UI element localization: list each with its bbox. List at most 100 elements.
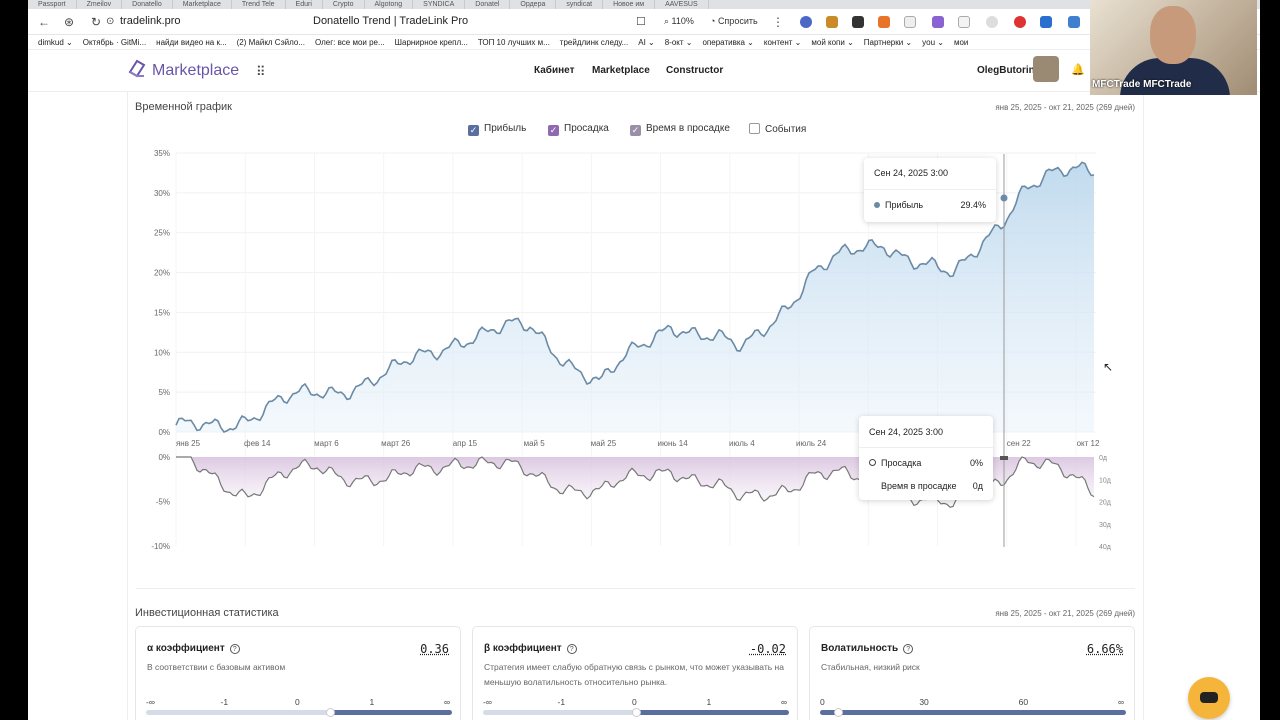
reload-icon[interactable]: ↻ xyxy=(91,15,102,29)
legend-drawdown-time[interactable]: ✓ Время в просадке xyxy=(630,123,730,136)
bookmark-item[interactable]: мои xyxy=(953,38,969,47)
profit-tooltip: Сен 24, 2025 3:00 Прибыль 29.4% xyxy=(864,158,996,222)
scale-label: -∞ xyxy=(146,697,155,707)
help-icon[interactable]: ? xyxy=(903,644,914,654)
help-icon[interactable]: ? xyxy=(229,644,240,654)
alpha-value[interactable]: 0.36 xyxy=(420,642,449,656)
crosshair-dot xyxy=(1000,194,1008,202)
nav-cabinet[interactable]: Кабинет xyxy=(534,65,575,76)
browser-tab[interactable]: Ордера xyxy=(510,0,557,9)
browser-tab[interactable]: Passport xyxy=(28,0,77,9)
x-tick-label: июль 4 xyxy=(729,439,755,448)
bookmark-item[interactable]: (2) Майкл Сэйло... xyxy=(236,38,305,47)
zoom-level[interactable]: ⌕ 110% xyxy=(664,16,694,26)
profit-checkbox[interactable]: ✓ xyxy=(468,125,479,136)
bell-icon[interactable]: 🔔 xyxy=(1071,64,1085,76)
bookmark-item[interactable]: трейдлинк следу... xyxy=(559,38,629,47)
bookmark-item[interactable]: Шарнирное крепл... xyxy=(394,38,468,47)
browser-tab[interactable]: Новое им xyxy=(603,0,656,9)
drawdown-time-checkbox[interactable]: ✓ xyxy=(630,125,641,136)
bookmark-item[interactable]: AI ⌄ xyxy=(638,38,655,47)
y-tick-label: 20% xyxy=(154,269,170,278)
extension-icon[interactable] xyxy=(1068,16,1080,28)
bookmarks-bar: dimkud ⌄ Октябрь · GitMi... найди видео на… xyxy=(28,35,1260,50)
stats-title: Инвестиционная статистика xyxy=(135,607,279,619)
nav-marketplace[interactable]: Marketplace xyxy=(592,65,650,76)
scale-label: -∞ xyxy=(483,697,492,707)
security-icon[interactable]: ⊙ xyxy=(106,16,115,27)
chat-button[interactable] xyxy=(1188,677,1230,719)
bookmark-star-icon[interactable]: ☐ xyxy=(636,16,646,28)
alpha-desc: В соответствии с базовым активом xyxy=(147,662,286,672)
legend-profit[interactable]: ✓ Прибыль xyxy=(468,123,526,136)
record-icon[interactable] xyxy=(1014,16,1026,28)
x-tick-label: апр 15 xyxy=(453,439,478,448)
scale-label: ∞ xyxy=(444,697,451,707)
bookmark-item[interactable]: dimkud ⌄ xyxy=(38,38,73,47)
profit-tooltip-row: Прибыль xyxy=(874,200,923,210)
bookmark-item[interactable]: Октябрь · GitMi... xyxy=(82,38,147,47)
extension-icon[interactable] xyxy=(826,16,838,28)
x-tick-label: май 5 xyxy=(524,439,546,448)
browser-tab[interactable]: Algotong xyxy=(365,0,414,9)
scale-label: ∞ xyxy=(781,697,788,707)
extension-icon[interactable] xyxy=(800,16,812,28)
browser-tab[interactable]: Eduri xyxy=(286,0,323,9)
drawdown-tick-label: -10% xyxy=(151,542,170,551)
scale-knob xyxy=(325,708,335,717)
bookmark-item[interactable]: контент ⌄ xyxy=(763,38,802,47)
metamask-icon[interactable] xyxy=(878,16,890,28)
browser-tab[interactable]: Donatello xyxy=(122,0,173,9)
bookmark-item[interactable]: мой копи ⌄ xyxy=(811,38,854,47)
drawdown-checkbox[interactable]: ✓ xyxy=(548,125,559,136)
browser-tab[interactable]: SYNDICA xyxy=(413,0,466,9)
ask-button[interactable]: ◔ Спросить xyxy=(710,16,758,26)
browser-tab[interactable]: AAVESUS xyxy=(655,0,709,9)
tab-strip[interactable]: Passport Zmeilov Donatello Marketplace Trend… xyxy=(28,0,1260,9)
avatar[interactable] xyxy=(1033,56,1059,82)
url-field[interactable]: tradelink.pro xyxy=(120,15,181,27)
browser-tab[interactable]: Zmeilov xyxy=(77,0,123,9)
browser-tab[interactable]: Marketplace xyxy=(173,0,232,9)
extension-icon[interactable] xyxy=(1040,16,1052,28)
browser-tab[interactable]: Donatel xyxy=(465,0,511,9)
bookmark-item[interactable]: Олег: все мои ре... xyxy=(315,38,385,47)
bookmark-item[interactable]: Партнерки ⌄ xyxy=(863,38,913,47)
bookmark-item[interactable]: оперативка ⌄ xyxy=(702,38,754,47)
section-divider xyxy=(136,588,1135,589)
scale-label: 30 xyxy=(919,697,929,707)
profit-line[interactable] xyxy=(175,161,1095,433)
browser-tab[interactable]: Crypto xyxy=(323,0,365,9)
volatility-title: Волатильность? xyxy=(821,643,914,654)
site-info-icon[interactable]: ⊛ xyxy=(64,15,75,29)
help-icon[interactable]: ? xyxy=(566,644,577,654)
events-checkbox[interactable] xyxy=(749,123,760,134)
scale-knob xyxy=(632,708,641,717)
bookmark-item[interactable]: найди видео на к... xyxy=(156,38,227,47)
bookmark-item[interactable]: 8-окт ⌄ xyxy=(664,38,693,47)
marketplace-logo-icon[interactable] xyxy=(126,58,148,80)
bookmark-item[interactable]: you ⌄ xyxy=(922,38,944,47)
extension-icon[interactable] xyxy=(852,16,864,28)
back-icon[interactable]: ← xyxy=(38,15,50,29)
nav-constructor[interactable]: Constructor xyxy=(666,65,724,76)
extension-icon[interactable] xyxy=(904,16,916,28)
volatility-value[interactable]: 6.66% xyxy=(1086,642,1123,656)
legend-events[interactable]: События xyxy=(749,123,806,135)
more-icon[interactable]: ⋮ xyxy=(772,15,784,29)
extension-icon[interactable] xyxy=(986,16,998,28)
apps-grid-icon[interactable]: ⠿ xyxy=(256,64,265,79)
legend-drawdown[interactable]: ✓ Просадка xyxy=(548,123,609,136)
drawdown-tooltip-date: Сен 24, 2025 3:00 xyxy=(869,427,944,437)
stats-date-range: янв 25, 2025 - окт 21, 2025 (269 дней) xyxy=(995,609,1135,618)
mouse-cursor-icon: ↖ xyxy=(1103,360,1114,374)
extension-icon[interactable] xyxy=(958,16,970,28)
browser-tab[interactable]: Trend Tele xyxy=(232,0,286,9)
drawdown-line[interactable] xyxy=(176,456,1095,508)
bookmark-item[interactable]: ТОП 10 лучших м... xyxy=(477,38,550,47)
logo-text[interactable]: Marketplace xyxy=(152,62,240,79)
extension-icon[interactable] xyxy=(932,16,944,28)
beta-value[interactable]: -0.02 xyxy=(749,642,786,656)
browser-tab[interactable]: syndicat xyxy=(556,0,604,9)
username[interactable]: OlegButorin xyxy=(977,65,1035,76)
